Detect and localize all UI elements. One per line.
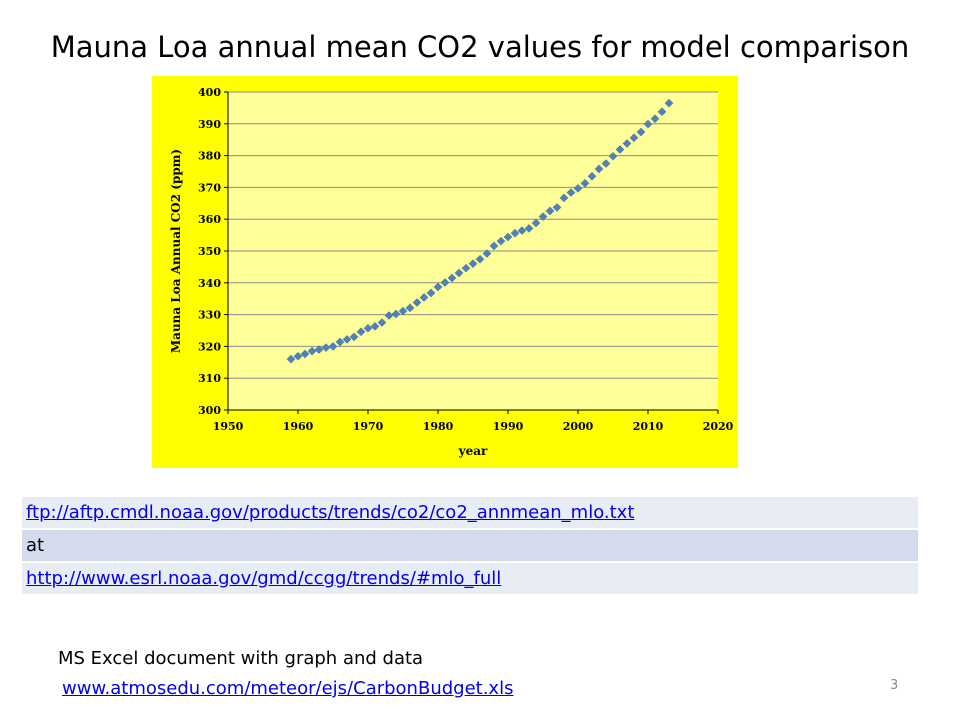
table-row: http://www.esrl.noaa.gov/gmd/ccgg/trends… <box>22 562 918 596</box>
data-point <box>608 151 618 161</box>
chart-svg: 300 310 320 330 340 350 360 370 380 390 400 1950 196… <box>152 76 738 468</box>
data-point <box>461 263 471 273</box>
x-tick-label: 1950 <box>213 420 244 433</box>
data-point <box>405 303 415 313</box>
data-points <box>286 98 674 364</box>
data-point <box>503 232 513 242</box>
data-point <box>349 332 359 342</box>
data-point <box>307 346 317 356</box>
data-point <box>601 159 611 168</box>
data-point <box>370 322 380 331</box>
noaa-ftp-link[interactable]: ftp://aftp.cmdl.noaa.gov/products/trends… <box>26 502 635 523</box>
y-axis-label: Mauna Loa Annual CO2 (ppm) <box>169 149 183 353</box>
data-point <box>517 226 527 236</box>
data-point <box>615 145 625 154</box>
y-tick-label: 360 <box>198 213 221 226</box>
data-point <box>531 218 541 228</box>
slide-title: Mauna Loa annual mean CO2 values for mod… <box>50 30 910 64</box>
excel-file-link[interactable]: www.atmosedu.com/meteor/ejs/CarbonBudget… <box>62 678 514 699</box>
x-tick-label: 1970 <box>353 420 384 433</box>
data-point <box>426 288 436 298</box>
data-point <box>433 282 443 292</box>
excel-note: MS Excel document with graph and data <box>58 648 424 669</box>
y-tick-label: 350 <box>198 245 221 258</box>
data-point <box>363 323 373 333</box>
data-point <box>468 259 478 269</box>
data-point <box>538 212 548 222</box>
y-tick-label: 370 <box>198 181 221 194</box>
source-links-table: ftp://aftp.cmdl.noaa.gov/products/trends… <box>22 497 918 596</box>
data-point <box>293 351 303 361</box>
y-tick-label: 330 <box>198 309 221 322</box>
data-point <box>524 224 534 233</box>
table-row: ftp://aftp.cmdl.noaa.gov/products/trends… <box>22 497 918 530</box>
data-point <box>636 127 646 137</box>
data-point <box>328 342 338 351</box>
data-point <box>440 278 450 287</box>
esrl-trends-link[interactable]: http://www.esrl.noaa.gov/gmd/ccgg/trends… <box>26 568 502 589</box>
y-tick-label: 400 <box>198 86 221 99</box>
data-point <box>377 318 387 327</box>
x-tick-label: 1980 <box>423 420 454 433</box>
page-number: 3 <box>890 678 899 693</box>
data-point <box>545 206 555 216</box>
tick-labels: 300 310 320 330 340 350 360 370 380 390 400 1950 196… <box>198 86 734 433</box>
data-point <box>412 298 422 307</box>
data-point <box>454 268 464 278</box>
y-tick-label: 320 <box>198 340 221 353</box>
data-point <box>482 249 492 258</box>
x-axis-label: year <box>458 444 488 458</box>
table-cell: at <box>22 529 918 563</box>
data-point <box>335 337 345 347</box>
data-point <box>300 349 310 359</box>
data-point <box>580 178 590 188</box>
data-point <box>664 98 674 108</box>
table-cell: ftp://aftp.cmdl.noaa.gov/products/trends… <box>22 497 918 530</box>
gridlines <box>228 91 718 411</box>
x-tick-label: 2020 <box>703 420 734 433</box>
table-cell: http://www.esrl.noaa.gov/gmd/ccgg/trends… <box>22 562 918 596</box>
data-point <box>384 311 394 320</box>
table-row: at <box>22 529 918 563</box>
data-point <box>510 228 520 238</box>
data-point <box>566 188 576 197</box>
data-point <box>643 119 653 129</box>
co2-chart: 300 310 320 330 340 350 360 370 380 390 400 1950 196… <box>152 76 738 468</box>
data-point <box>419 293 429 302</box>
y-tick-label: 310 <box>198 372 221 385</box>
data-point <box>321 343 331 353</box>
data-point <box>489 241 499 251</box>
y-tick-label: 300 <box>198 404 221 417</box>
x-tick-label: 2010 <box>633 420 664 433</box>
data-point <box>314 345 324 354</box>
data-point <box>398 306 408 316</box>
x-tick-label: 2000 <box>563 420 594 433</box>
data-point <box>286 354 296 364</box>
x-tick-label: 1990 <box>493 420 524 433</box>
data-point <box>594 164 604 174</box>
data-point <box>496 236 506 246</box>
x-tick-label: 1960 <box>283 420 314 433</box>
data-point <box>622 139 632 148</box>
data-point <box>552 203 562 212</box>
data-point <box>447 273 457 283</box>
axes <box>224 91 719 414</box>
data-point <box>573 184 583 193</box>
data-point <box>356 327 366 337</box>
y-tick-label: 380 <box>198 150 221 163</box>
data-point <box>629 133 639 143</box>
data-point <box>475 254 485 264</box>
data-point <box>559 193 569 203</box>
data-point <box>650 114 660 124</box>
y-tick-label: 390 <box>198 118 221 131</box>
data-point <box>342 335 352 344</box>
data-point <box>391 309 401 319</box>
data-point <box>587 171 597 181</box>
data-point <box>657 107 667 117</box>
y-tick-label: 340 <box>198 277 221 290</box>
